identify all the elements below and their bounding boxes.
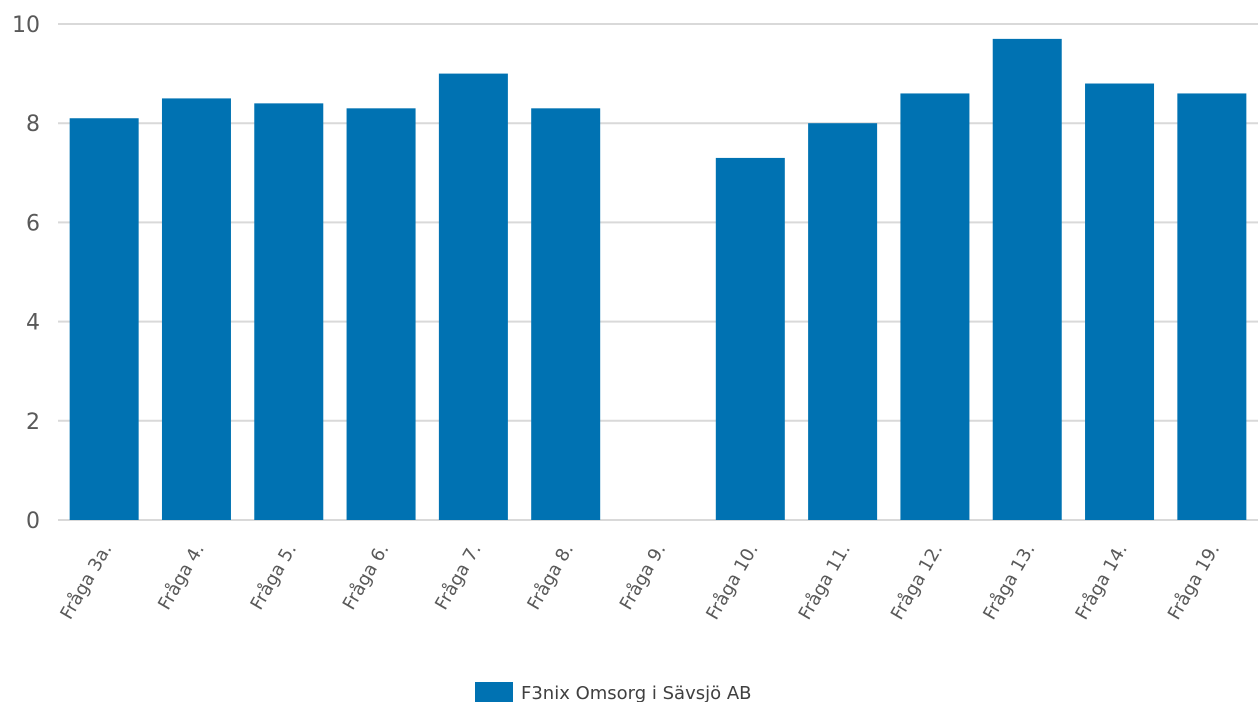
bar: [900, 93, 970, 520]
y-tick-label: 10: [12, 13, 40, 38]
bar: [715, 157, 785, 521]
x-tick-label: Fråga 12.: [887, 540, 947, 623]
legend-swatch: [475, 682, 513, 702]
bar: [992, 38, 1062, 520]
bar: [1177, 93, 1247, 520]
bar: [69, 118, 139, 521]
y-tick-label: 0: [26, 509, 40, 534]
y-tick-label: 6: [26, 211, 40, 236]
bar: [1085, 83, 1155, 521]
bars: [69, 38, 1247, 521]
x-tick-label: Fråga 14.: [1072, 540, 1132, 623]
x-tick-label: Fråga 7.: [431, 540, 486, 614]
x-tick-label: Fråga 13.: [979, 540, 1039, 623]
x-tick-label: Fråga 19.: [1164, 540, 1224, 623]
gridlines: [58, 23, 1258, 521]
legend-label: F3nix Omsorg i Sävsjö AB: [521, 683, 752, 702]
x-axis-labels: Fråga 3a. Fråga 4. Fråga 5. Fråga 6. Fråga 7…: [56, 540, 1224, 623]
x-tick-label: Fråga 10.: [702, 540, 762, 623]
y-axis-ticks: 0 2 4 6 8 10: [12, 13, 40, 534]
bar: [346, 108, 416, 520]
bar: [531, 108, 601, 520]
y-tick-label: 8: [26, 112, 40, 137]
bar: [161, 98, 231, 521]
y-tick-label: 2: [26, 410, 40, 435]
x-tick-label: Fråga 11.: [795, 540, 855, 623]
x-tick-label: Fråga 9.: [616, 540, 671, 614]
x-tick-label: Fråga 6.: [339, 540, 394, 614]
x-tick-label: Fråga 8.: [523, 540, 578, 614]
legend: F3nix Omsorg i Sävsjö AB: [475, 682, 752, 702]
y-tick-label: 4: [26, 311, 40, 336]
x-tick-label: Fråga 4.: [154, 540, 209, 614]
x-tick-label: Fråga 5.: [246, 540, 301, 614]
bar: [438, 73, 508, 520]
x-tick-label: Fråga 3a.: [56, 540, 116, 623]
bar: [254, 103, 324, 521]
bar: [808, 123, 878, 520]
